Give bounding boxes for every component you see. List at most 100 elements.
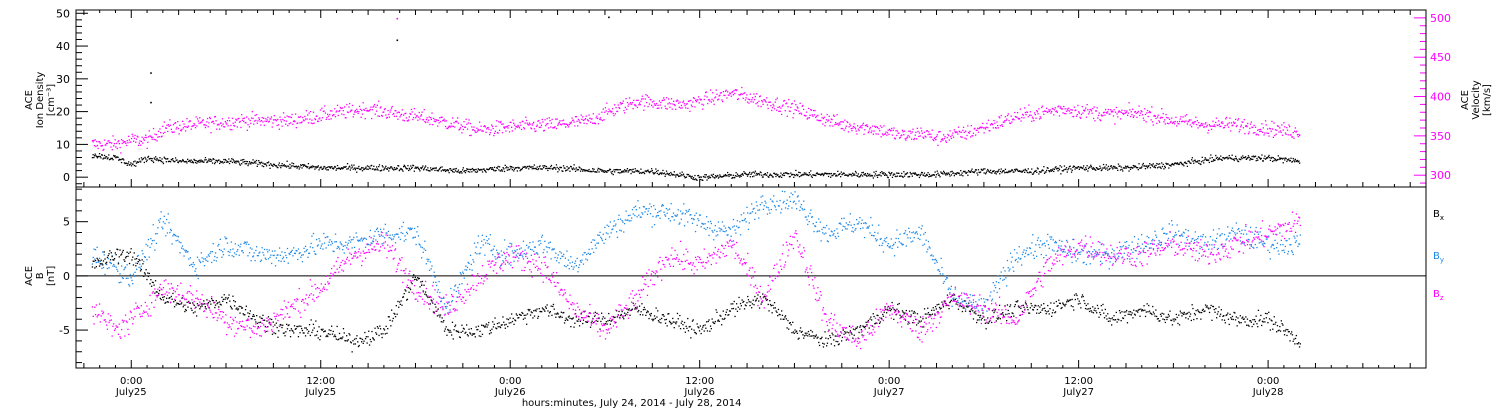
data-point [1034,170,1036,172]
data-point [773,105,775,107]
data-point [111,255,113,257]
data-point [492,248,495,250]
data-point [942,282,945,284]
data-point [909,171,911,174]
data-point [1198,160,1201,162]
data-point [695,212,697,214]
data-point [781,105,783,107]
data-point [460,273,462,275]
data-point [733,225,735,227]
data-point [1187,160,1189,162]
data-point [173,233,175,235]
data-point [706,216,708,218]
data-point [1178,163,1180,166]
velocity-axis-label: [km/s] [1482,84,1493,116]
data-point [199,159,201,161]
data-point [1017,170,1019,172]
data-point [256,165,258,167]
data-point [1037,113,1039,115]
data-point [229,160,231,162]
data-point [1040,171,1042,173]
data-point [1002,267,1005,269]
data-point [290,116,292,119]
data-point [830,176,832,178]
data-point [1219,235,1221,237]
data-point [1212,160,1214,162]
data-point [488,238,490,240]
data-point [863,133,865,135]
data-point [773,195,775,197]
data-point [1178,163,1181,165]
data-point [1128,102,1130,104]
data-point [379,228,382,230]
data-point [599,231,601,233]
data-point [341,107,344,109]
data-point [96,144,99,147]
data-point [457,171,459,173]
data-point [1118,110,1120,112]
data-point [315,253,317,255]
data-point [1006,171,1009,174]
data-point [1101,169,1103,171]
velocity-tick-label: 400 [1430,91,1451,104]
data-point [262,121,264,123]
data-point [143,161,145,164]
data-point [1141,114,1144,116]
data-point [1024,171,1026,173]
data-point [1111,110,1113,112]
data-point [95,145,97,148]
data-point [1120,166,1122,168]
data-point [1173,121,1175,123]
data-point [950,137,953,140]
data-point [1198,125,1201,127]
data-point [996,170,998,173]
data-point [432,281,435,283]
data-point [1139,112,1142,114]
data-point [1191,122,1193,124]
data-point [837,174,840,176]
data-point [93,145,96,147]
data-point [328,118,330,120]
data-point [104,273,106,276]
data-point [1025,250,1027,252]
data-point [851,175,853,177]
data-point [477,242,479,244]
data-point [415,243,417,246]
data-point [677,100,679,102]
data-point [454,284,457,286]
data-point [1211,157,1213,159]
data-point [312,122,314,125]
data-point [623,109,625,112]
data-point [669,106,671,108]
data-point [1196,241,1198,243]
data-point [331,167,334,169]
data-point [1065,113,1067,115]
data-point [1278,131,1280,133]
data-point [136,255,139,257]
data-point [512,252,514,254]
data-point [1155,117,1157,120]
data-point [523,253,525,255]
data-point [1156,236,1158,238]
data-point [864,129,866,131]
data-point [138,158,140,160]
data-point [311,119,313,121]
data-point [1022,251,1024,253]
data-point [852,127,854,129]
data-point [942,139,944,141]
data-point [154,133,156,135]
data-point [962,175,964,177]
data-point [319,167,321,169]
data-point [756,172,758,175]
data-point [115,142,118,145]
data-point [1087,113,1090,115]
data-point [1096,167,1098,169]
data-point [203,265,206,267]
data-point [791,102,793,105]
data-point [740,93,742,95]
data-point [1013,171,1015,173]
data-point [254,259,256,262]
data-point [208,158,210,160]
data-point [92,154,94,156]
data-point [903,175,906,177]
